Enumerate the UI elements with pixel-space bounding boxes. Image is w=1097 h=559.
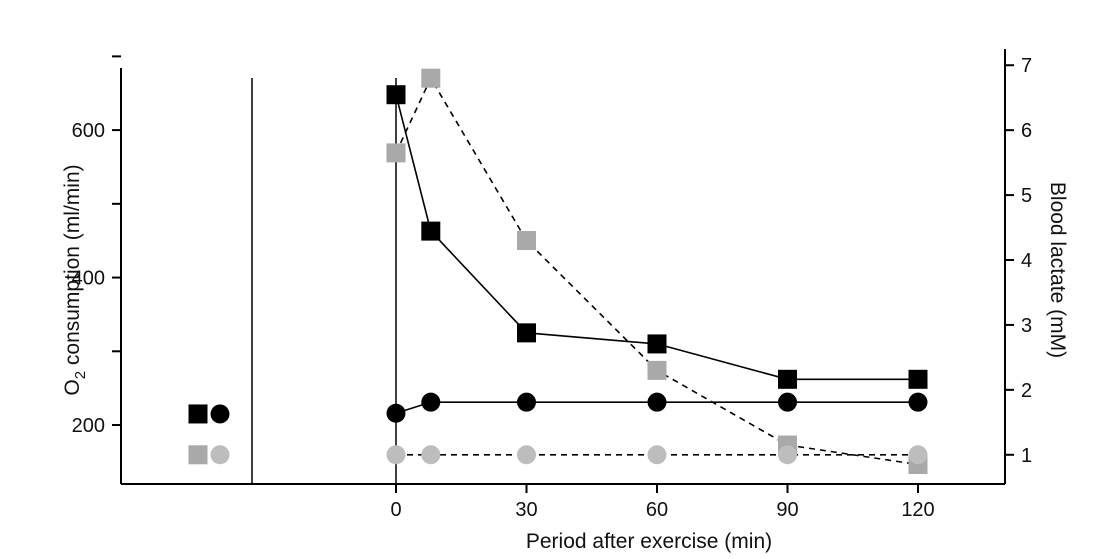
y-left-title-post: consumption (ml/min) <box>61 164 84 371</box>
x-axis-title: Period after exercise (min) <box>526 530 772 553</box>
data-point <box>647 445 667 465</box>
y-left-tick-label: 200 <box>72 415 105 437</box>
x-tick-label: 30 <box>515 499 537 521</box>
data-point <box>517 323 536 343</box>
y-left-title-pre: O <box>61 379 84 395</box>
baseline-point <box>210 445 230 465</box>
data-point <box>421 68 441 88</box>
y-left-tick-label: 400 <box>72 268 105 290</box>
data-point <box>647 334 667 354</box>
series-line-0 <box>395 94 918 381</box>
data-point <box>386 143 406 163</box>
ticks: 200 400 600 1 2 3 4 5 6 7 0 30 60 90 120 <box>72 55 1033 521</box>
y-right-tick-label: 3 <box>1021 315 1032 337</box>
data-point <box>778 445 797 465</box>
data-point <box>908 369 928 389</box>
data-point <box>517 231 536 251</box>
baseline-point <box>188 404 208 424</box>
data-point <box>421 221 441 241</box>
x-tick-label: 120 <box>901 499 934 521</box>
data-point <box>647 360 667 380</box>
baseline-point <box>188 445 208 465</box>
data-point <box>778 369 797 389</box>
data-point <box>386 445 406 465</box>
data-point <box>647 392 667 412</box>
data-point <box>908 445 928 465</box>
data-point <box>421 445 441 465</box>
data-point <box>778 392 797 412</box>
y-right-tick-label: 5 <box>1021 185 1032 207</box>
y-right-tick-label: 1 <box>1021 445 1032 467</box>
data-point <box>386 403 406 423</box>
y-left-tick-label: 600 <box>72 120 105 142</box>
axes <box>120 49 1006 485</box>
y-right-tick-label: 4 <box>1021 250 1032 272</box>
y-right-tick-label: 7 <box>1021 55 1032 77</box>
y-right-tick-label: 6 <box>1021 120 1032 142</box>
y-right-tick-label: 2 <box>1021 380 1032 402</box>
x-tick-label: 0 <box>390 499 401 521</box>
data-point <box>386 85 406 105</box>
y-left-title-sub: 2 <box>72 371 89 379</box>
y-left-axis-title: O2 consumption (ml/min) <box>61 164 89 395</box>
baseline-point <box>210 404 230 424</box>
series-line-1 <box>395 76 919 466</box>
data-point <box>517 392 536 412</box>
data-point <box>421 392 441 412</box>
x-tick-label: 60 <box>646 499 668 521</box>
data-point <box>517 445 536 465</box>
data-point <box>908 392 928 412</box>
series-markers <box>188 68 928 475</box>
x-tick-label: 90 <box>776 499 798 521</box>
y-right-axis-title: Blood lactate (mM) <box>1046 182 1069 358</box>
